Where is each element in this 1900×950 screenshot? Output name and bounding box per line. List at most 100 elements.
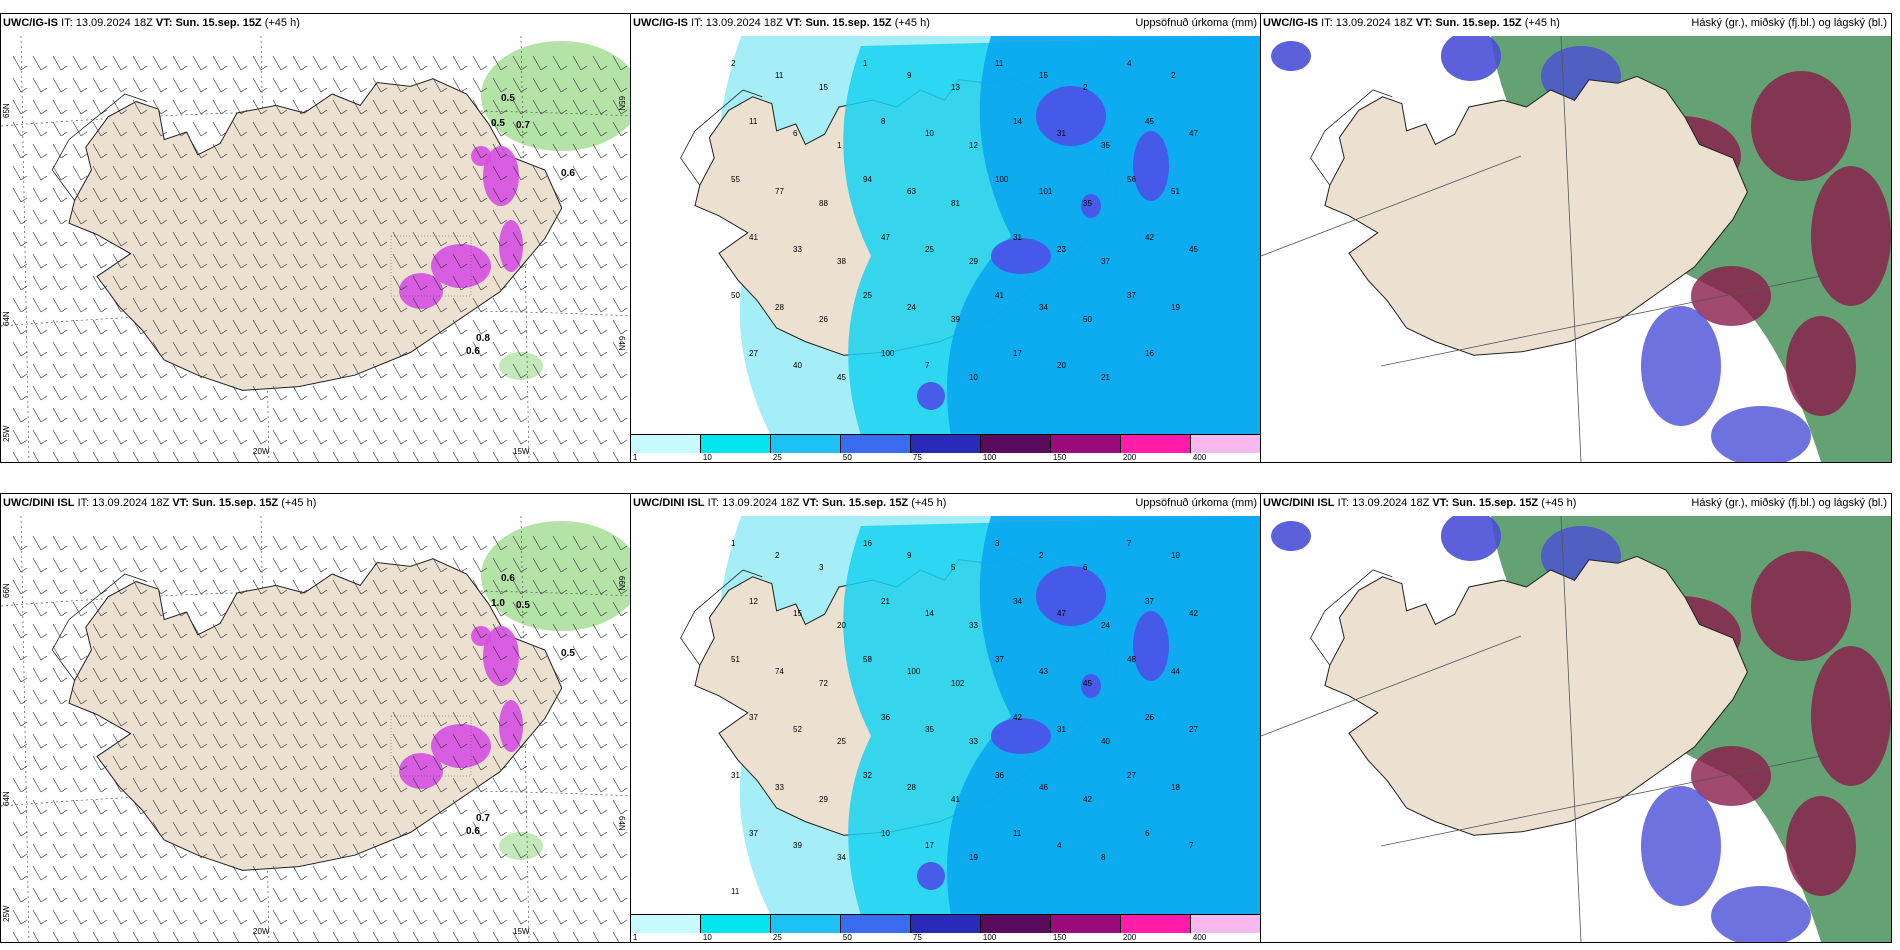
wind-barb [72,865,88,881]
wind-barb [292,407,308,423]
wind-barb [292,931,307,942]
wind-barb [372,865,388,881]
wind-barb [12,755,28,771]
wind-barb [212,689,228,705]
wind-barb [212,429,228,445]
wind-barb [112,99,128,115]
wind-barb [432,865,448,881]
wind-barb [452,385,468,401]
wind-barb [552,407,568,423]
wind-barb [252,579,268,595]
wind-barb [252,341,268,357]
wind-barb [332,843,348,859]
wind-barb [412,77,428,93]
wind-barb [72,667,88,683]
wind-barb [332,385,348,401]
wind-barb [412,363,428,379]
wind-barb [52,451,67,462]
lon-label: 25W [2,425,11,442]
wind-barb [472,319,488,335]
wind-barb [212,165,228,181]
wind-barb [432,645,448,661]
wind-barb [572,887,588,903]
icing-area [483,626,519,686]
precip-value: 15 [793,609,802,618]
wind-barb [72,341,88,357]
wind-barb [172,579,188,595]
wind-barb [372,777,388,793]
wind-barb [12,77,28,93]
wind-barb [552,385,568,401]
wind-barb [232,297,248,313]
low-cloud [1441,36,1501,81]
wind-map: 0.6 1.0 0.5 0.5 0.7 0.6 66N 64N 66N 64N 25W 20W 15W [1,516,631,942]
precip-value: 24 [1101,621,1110,630]
wind-barb [452,451,467,462]
value-label: 0.5 [491,118,505,129]
wind-barb [392,209,408,225]
wind-barb [512,755,528,771]
wind-barb [412,799,428,815]
wind-barb [32,689,48,705]
wind-barb [32,209,48,225]
precip-value: 27 [1189,725,1198,734]
wind-barb [592,667,608,683]
wind-barb [132,777,148,793]
wind-barb [212,711,228,727]
wind-barb [412,557,428,573]
wind-barb [532,733,548,749]
wind-barb [92,557,108,573]
wind-barb [512,451,527,462]
precip-value: 12 [749,597,758,606]
lat-label: 66N [2,583,11,598]
wind-barb [572,535,588,551]
wind-barb [232,755,248,771]
precip-value: 25 [863,291,872,300]
wind-barb [92,385,108,401]
wind-barb [452,319,468,335]
wind-barb [572,99,588,115]
wind-barb [492,667,508,683]
wind-barb [592,319,608,335]
wind-barb [492,231,508,247]
graticule-lon [520,36,530,462]
wind-barb [592,645,608,661]
wind-barb [232,253,248,269]
precip-value: 1 [863,59,868,68]
coastline-detail [1310,89,1393,186]
wind-barb [532,99,548,115]
wind-barb [412,843,428,859]
precip-value: 6 [1145,829,1150,838]
precip-value: 100 [995,175,1009,184]
wind-barb [452,909,468,925]
wind-barb [32,711,48,727]
wind-barb [612,187,628,203]
precip-value: 31 [1013,233,1022,242]
wind-barb [532,165,548,181]
wind-barb [372,143,388,159]
wind-barb [252,777,268,793]
wind-barb [152,319,168,335]
wind-barb [52,931,67,942]
wind-barb [592,777,608,793]
wind-barb [432,319,448,335]
wind-barb [472,865,488,881]
graticule-lon [520,516,530,942]
wind-barb [472,579,488,595]
wind-barb [392,645,408,661]
wind-barb [152,77,168,93]
wind-barb [392,799,408,815]
wind-barb [132,165,148,181]
wind-barb [412,385,428,401]
low-cloud [1711,406,1811,462]
precip-value: 23 [1057,245,1066,254]
wind-barb [492,407,508,423]
wind-barb [372,623,388,639]
wind-barb [352,821,368,837]
wind-barb [552,319,568,335]
wind-barb [212,931,227,942]
wind-barb [432,187,448,203]
wind-barb [512,77,528,93]
wind-barb [392,407,408,423]
wind-barb [452,579,468,595]
